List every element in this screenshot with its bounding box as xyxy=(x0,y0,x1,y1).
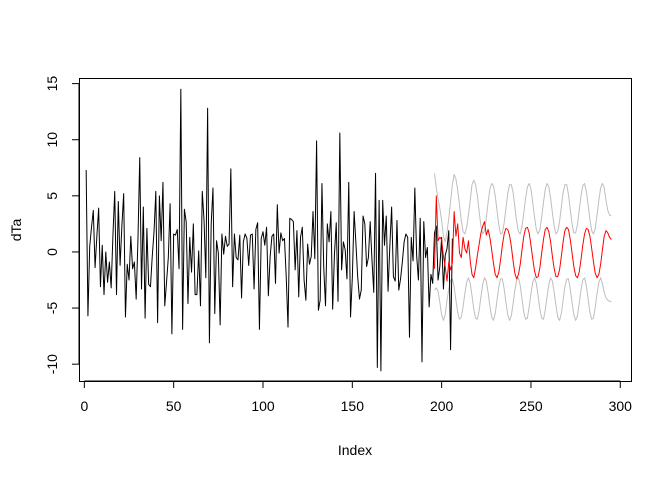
y-axis: -10 -5 0 5 10 15 xyxy=(44,76,80,374)
y-tick-label: 15 xyxy=(44,76,60,92)
x-axis: 0 50 100 150 200 250 300 xyxy=(80,380,633,414)
x-tick-label: 200 xyxy=(430,398,454,414)
x-axis-title: Index xyxy=(338,442,372,458)
x-tick-label: 50 xyxy=(166,398,182,414)
y-tick-label: -10 xyxy=(44,354,60,374)
x-tick-label: 0 xyxy=(80,398,88,414)
x-tick-label: 250 xyxy=(519,398,543,414)
series-upper-interval-line xyxy=(434,173,612,243)
y-tick-label: 10 xyxy=(44,132,60,148)
series-observed-line xyxy=(85,88,453,372)
x-tick-label: 300 xyxy=(609,398,633,414)
x-tick-label: 150 xyxy=(341,398,365,414)
y-axis-title: dTa xyxy=(8,219,24,242)
series-forecast-line xyxy=(434,195,612,282)
x-tick-label: 100 xyxy=(251,398,275,414)
y-tick-label: -5 xyxy=(44,302,60,315)
y-tick-label: 0 xyxy=(44,248,60,256)
series-layer xyxy=(85,88,612,372)
y-tick-label: 5 xyxy=(44,192,60,200)
series-lower-interval-line xyxy=(434,277,612,321)
